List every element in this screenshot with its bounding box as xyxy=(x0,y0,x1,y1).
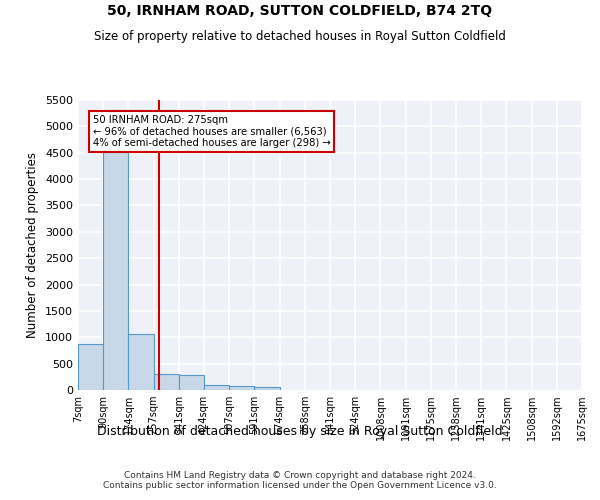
Bar xyxy=(254,388,280,390)
Bar xyxy=(103,150,128,390)
Bar xyxy=(78,344,103,390)
Bar xyxy=(229,386,254,390)
Bar xyxy=(128,334,154,390)
Text: 50, IRNHAM ROAD, SUTTON COLDFIELD, B74 2TQ: 50, IRNHAM ROAD, SUTTON COLDFIELD, B74 2… xyxy=(107,4,493,18)
Y-axis label: Number of detached properties: Number of detached properties xyxy=(26,152,40,338)
Bar xyxy=(154,374,179,390)
Text: Contains HM Land Registry data © Crown copyright and database right 2024.
Contai: Contains HM Land Registry data © Crown c… xyxy=(103,470,497,490)
Bar xyxy=(204,386,229,390)
Bar xyxy=(179,374,204,390)
Text: Distribution of detached houses by size in Royal Sutton Coldfield: Distribution of detached houses by size … xyxy=(97,425,503,438)
Text: 50 IRNHAM ROAD: 275sqm
← 96% of detached houses are smaller (6,563)
4% of semi-d: 50 IRNHAM ROAD: 275sqm ← 96% of detached… xyxy=(92,115,330,148)
Text: Size of property relative to detached houses in Royal Sutton Coldfield: Size of property relative to detached ho… xyxy=(94,30,506,43)
